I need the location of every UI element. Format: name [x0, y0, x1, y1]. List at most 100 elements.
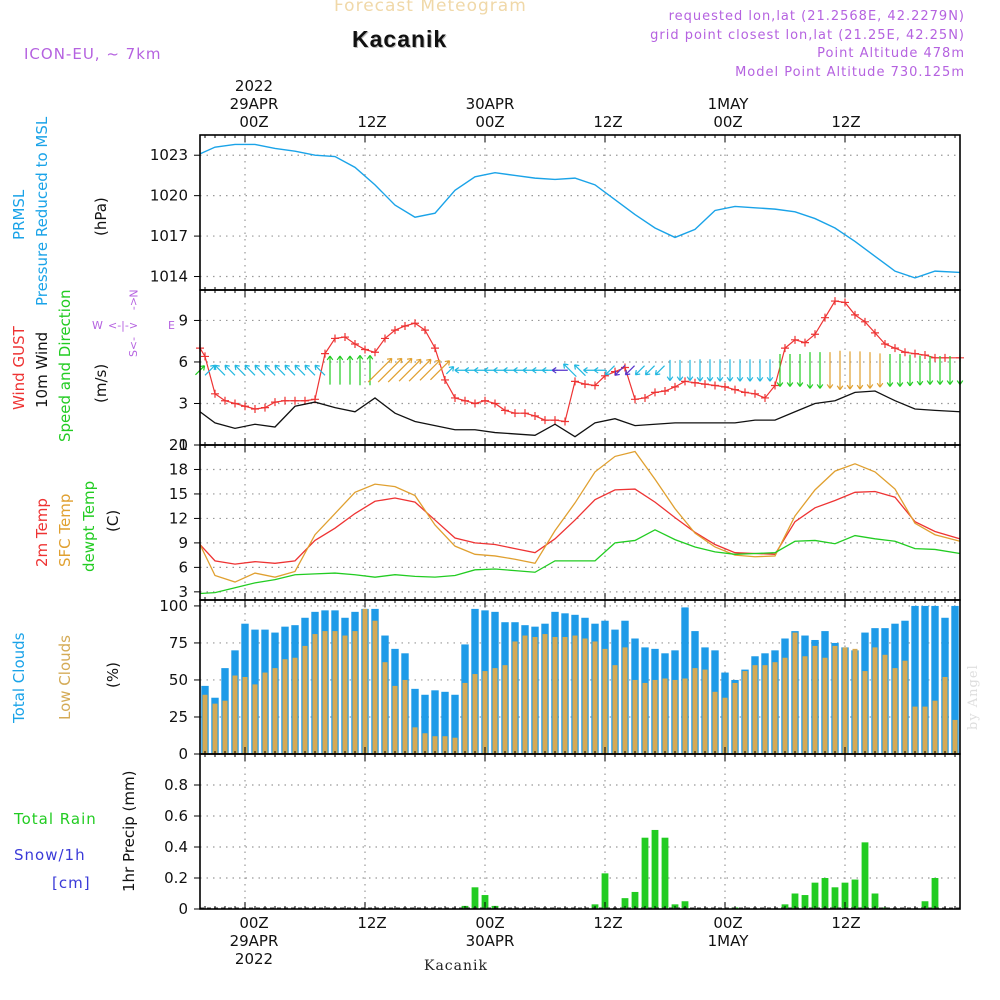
y-tick-label: 12	[169, 509, 188, 527]
wind-gust-point	[331, 334, 339, 343]
top-year-label: 2022	[234, 77, 274, 95]
wind-direction-arrow	[634, 365, 645, 376]
wind-gust-point	[581, 380, 589, 389]
rain-bar	[641, 837, 649, 909]
wind-gust-point	[351, 339, 359, 348]
total-cloud-bar	[431, 690, 439, 754]
low-cloud-bar	[932, 700, 938, 754]
rain-bar	[651, 829, 659, 909]
wind-gust-point	[741, 388, 749, 397]
wind-direction-arrow	[836, 350, 844, 391]
compass-legend: N -> W <-|-> E <- S	[90, 287, 180, 357]
wind-direction-arrow	[398, 358, 422, 382]
wind-gust-point	[231, 399, 239, 408]
precip-snow-label: Snow/1h	[14, 846, 86, 864]
wind-direction-arrow	[473, 366, 486, 374]
wind-direction-arrow	[356, 354, 364, 386]
wind-gust-point	[691, 378, 699, 387]
wind-direction-arrow	[926, 355, 934, 385]
low-cloud-bar	[352, 631, 358, 754]
total-cloud-bar	[421, 694, 429, 754]
wind-gust-point	[711, 381, 719, 390]
wind-gust-point	[221, 396, 229, 405]
wind-gust-point	[931, 353, 939, 362]
total-cloud-bar	[911, 605, 919, 754]
y-tick-label: 6	[178, 558, 188, 576]
grid-point-coords: grid point closest lon,lat (21.25E, 42.2…	[650, 28, 965, 43]
total-cloud-bar	[951, 605, 959, 754]
wind-gust-point	[801, 338, 809, 347]
bottom-date-label: 1MAY	[707, 932, 749, 950]
wind-direction-arrow	[274, 364, 286, 376]
wind-gust-point	[441, 375, 449, 384]
low-cloud-bar	[742, 671, 748, 754]
wind-direction-arrow	[445, 366, 455, 375]
temp-dewpoint-line	[199, 529, 961, 595]
low-cloud-bar	[852, 648, 858, 754]
low-cloud-bar	[822, 657, 828, 754]
low-cloud-bar	[652, 679, 658, 754]
low-cloud-bar	[402, 679, 408, 754]
y-tick-label: 1020	[150, 187, 188, 205]
top-hour-label: 00Z	[239, 113, 269, 131]
wind-direction-arrow	[367, 357, 393, 383]
top-date-label: 29APR	[229, 95, 279, 113]
wind-gust-point	[481, 396, 489, 405]
low-cloud-bar	[862, 671, 868, 754]
low-cloud-bar	[512, 641, 518, 754]
wind-direction-arrow	[686, 359, 694, 382]
low-cloud-bar	[732, 682, 738, 754]
low-cloud-bar	[772, 662, 778, 754]
low-cloud-bar	[362, 608, 368, 754]
y-tick-label: 1017	[150, 227, 188, 245]
wind-direction-arrow	[551, 366, 568, 374]
point-altitude: Point Altitude 478m	[817, 46, 965, 61]
wind-gust-point	[431, 344, 439, 353]
low-cloud-bar	[442, 736, 448, 754]
wind-direction-arrow	[573, 364, 586, 377]
wind-gust-point	[891, 344, 899, 353]
low-cloud-bar	[522, 635, 528, 754]
low-cloud-bar	[562, 637, 568, 754]
low-cloud-bar	[382, 662, 388, 754]
panel-frame	[199, 134, 961, 291]
panel-frame	[199, 444, 961, 601]
wind-gust-point	[251, 405, 259, 414]
wind-gust-point	[921, 351, 929, 360]
wind-gust-point	[911, 349, 919, 358]
rain-bar	[601, 873, 609, 909]
wind-gust-point	[541, 416, 549, 425]
low-cloud-bar	[922, 706, 928, 754]
low-cloud-bar	[222, 700, 228, 754]
compass-arrows-icon: <-|->	[108, 319, 139, 332]
wind-gust-point	[731, 385, 739, 394]
low-cloud-bar	[212, 703, 218, 754]
wind-direction-arrow	[866, 352, 874, 389]
wind-gust-point	[241, 402, 249, 411]
model-altitude: Model Point Altitude 730.125m	[735, 65, 965, 80]
bottom-hour-label: 12Z	[593, 914, 623, 932]
wind-gust-point	[531, 411, 539, 420]
rain-bar	[861, 842, 869, 909]
low-cloud-bar	[422, 733, 428, 754]
wind-direction-arrow	[696, 359, 704, 382]
wind-direction-arrow	[326, 355, 334, 385]
wind-direction-arrow	[726, 359, 734, 382]
wind-direction-arrow	[786, 354, 794, 387]
top-date-label: 30APR	[465, 95, 515, 113]
wind-gust-point	[461, 396, 469, 405]
y-tick-label: 1023	[150, 146, 188, 164]
wind-direction-arrow	[294, 364, 306, 376]
wind-gust-point	[941, 353, 949, 362]
wind-direction-arrow	[264, 364, 276, 376]
wind-gust-point	[631, 395, 639, 404]
low-cloud-bar	[612, 665, 618, 754]
top-hour-label: 12Z	[831, 113, 861, 131]
wind-direction-arrow	[886, 354, 894, 387]
low-cloud-bar	[802, 656, 808, 754]
temp-sfc-line	[199, 450, 961, 583]
bottom-hour-label: 12Z	[831, 914, 861, 932]
y-tick-label: 6	[178, 353, 188, 371]
wind-direction-arrow	[936, 355, 944, 385]
wind-gust-point	[471, 399, 479, 408]
